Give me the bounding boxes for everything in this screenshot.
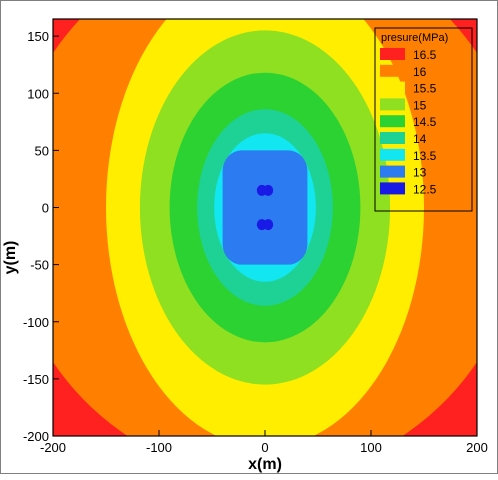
legend-label: 16: [413, 65, 427, 79]
y-tick-label: -50: [30, 258, 49, 273]
legend: presure(MPa) 16.5 16 15.5 15 14.5 14 13.5 13 12.…: [374, 27, 473, 212]
axis-ticks: -200 -100 0 100 200 150 100 50 0 -50 -100 -150 -200: [23, 29, 488, 455]
legend-label: 15: [413, 98, 427, 112]
pressure-minimum-2: [263, 184, 274, 196]
legend-label: 14.5: [413, 115, 437, 129]
legend-swatch: [380, 48, 405, 60]
legend-label: 14: [413, 132, 427, 146]
legend-swatch: [380, 132, 405, 144]
legend-swatch: [380, 182, 405, 195]
y-tick-label: 0: [42, 201, 49, 216]
y-tick-label: 100: [27, 86, 49, 101]
legend-title: presure(MPa): [381, 32, 448, 44]
y-tick-label: 150: [27, 29, 49, 44]
x-tick-label: -100: [146, 440, 172, 455]
y-tick-label: -200: [23, 429, 49, 444]
legend-swatch: [380, 148, 405, 161]
y-axis-title: y(m): [2, 241, 19, 275]
legend-label: 13: [413, 166, 427, 180]
y-tick-label: -100: [23, 315, 49, 330]
y-tick-label: 50: [35, 143, 49, 158]
x-axis-title: x(m): [248, 456, 282, 473]
legend-swatch: [380, 98, 405, 111]
legend-label: 13.5: [413, 149, 437, 163]
x-tick-label: 200: [466, 440, 488, 455]
legend-swatch: [380, 81, 405, 94]
x-tick-label: -200: [40, 440, 66, 455]
plot-area: [53, 19, 477, 436]
pressure-minimum-4: [263, 219, 274, 231]
x-tick-label: 0: [261, 440, 268, 455]
legend-box: [374, 27, 473, 212]
legend-label: 12.5: [413, 182, 437, 196]
legend-swatch: [380, 64, 405, 77]
legend-label: 16.5: [413, 48, 437, 62]
legend-swatch: [380, 165, 405, 178]
x-tick-label: 100: [360, 440, 382, 455]
contour-band-13: [222, 150, 308, 265]
legend-swatch: [380, 115, 405, 128]
y-tick-label: -150: [23, 372, 49, 387]
legend-label: 15.5: [413, 82, 437, 96]
